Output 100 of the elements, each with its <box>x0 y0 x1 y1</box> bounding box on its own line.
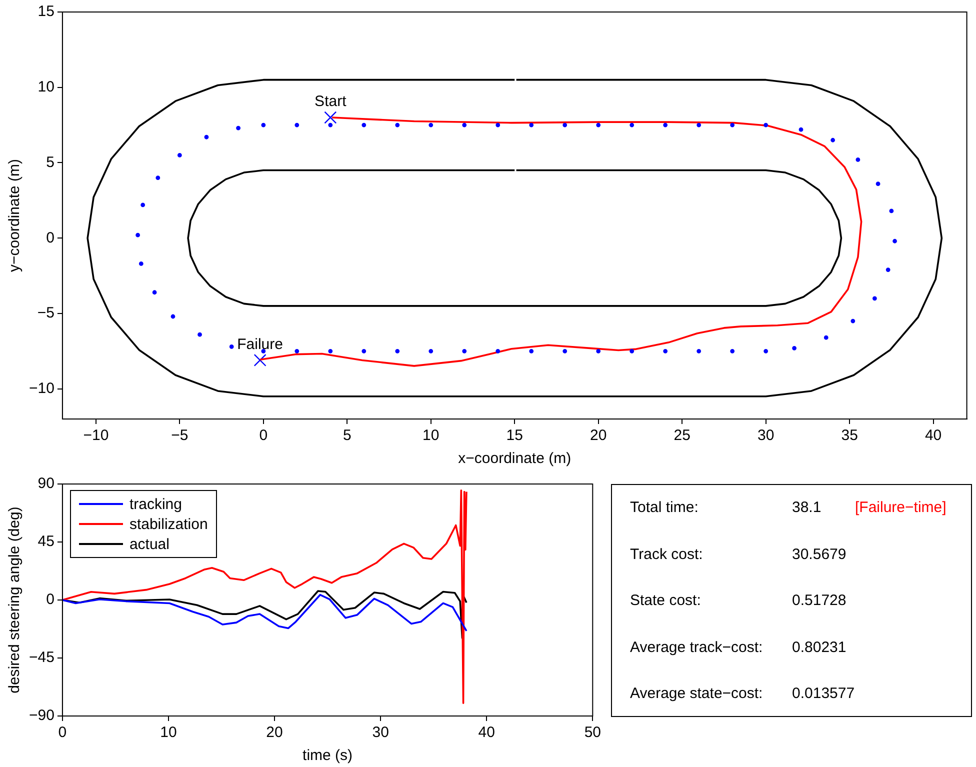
point <box>892 238 897 244</box>
y-axis-title: y−coordinate (m) <box>6 159 24 272</box>
point <box>362 348 366 354</box>
point <box>792 346 796 350</box>
text: State cost: <box>630 592 701 609</box>
x-tick-label: 40 <box>478 724 495 742</box>
x-tick-label: 50 <box>584 724 601 742</box>
point <box>529 348 534 354</box>
x-tick-label: 40 <box>924 427 942 444</box>
point <box>428 348 434 354</box>
point <box>596 348 601 354</box>
x-tick-label: 20 <box>590 427 607 444</box>
x-tick-label: 0 <box>259 427 268 444</box>
x-axis-title: time (s) <box>302 747 353 764</box>
point <box>630 122 634 128</box>
y-tick-label: 10 <box>38 78 54 96</box>
point <box>294 348 300 354</box>
legend-label: actual <box>128 534 170 554</box>
point <box>156 176 160 180</box>
point <box>830 138 836 142</box>
y-tick-label: −90 <box>28 707 54 724</box>
point <box>764 348 768 354</box>
text: Track cost: <box>630 546 703 562</box>
point <box>496 348 500 354</box>
annotation: Failure <box>237 336 283 353</box>
y-tick-label: 0 <box>46 591 54 608</box>
point <box>630 348 634 354</box>
point <box>462 122 467 128</box>
x-tick-label: −5 <box>171 427 188 444</box>
y-axis-title: desired steering angle (deg) <box>6 506 24 694</box>
x-tick-label: 0 <box>58 724 67 742</box>
point <box>696 348 702 354</box>
point <box>328 122 333 128</box>
point <box>395 348 400 354</box>
point <box>198 332 202 337</box>
point <box>229 344 234 349</box>
point <box>140 202 146 208</box>
x-tick-label: 35 <box>841 427 858 444</box>
y-tick-label: 45 <box>38 533 54 550</box>
y-tick-label: −5 <box>37 304 54 322</box>
text: Average state−cost: <box>630 685 763 702</box>
x-tick-label: −10 <box>83 427 109 444</box>
x-tick-label: 5 <box>342 427 352 444</box>
x-tick-label: 10 <box>160 724 177 742</box>
text: 38.1 <box>792 499 822 516</box>
point <box>138 262 144 266</box>
y-tick-label: 90 <box>38 475 54 492</box>
y-tick-label: −45 <box>28 649 54 666</box>
point <box>236 126 240 130</box>
annotation: Start <box>314 93 348 110</box>
x-tick-label: 20 <box>266 724 283 742</box>
x-tick-label: 25 <box>674 427 690 444</box>
point <box>663 348 668 354</box>
point <box>136 232 140 238</box>
point <box>596 122 601 128</box>
x-tick-label: 30 <box>372 724 389 742</box>
point <box>889 208 894 214</box>
point <box>254 354 266 366</box>
point <box>177 153 182 158</box>
point <box>798 127 804 132</box>
x-tick-label: 15 <box>506 427 523 444</box>
point <box>395 122 400 128</box>
x-tick-label: 10 <box>422 427 440 444</box>
point <box>856 158 860 162</box>
text: 0.80231 <box>792 638 846 656</box>
y-tick-label: 15 <box>38 3 54 20</box>
point <box>204 134 209 140</box>
point <box>824 335 828 340</box>
text: [Failure−time] <box>855 499 946 516</box>
point <box>328 348 333 354</box>
point <box>496 122 500 128</box>
point <box>362 122 366 128</box>
point <box>261 122 266 128</box>
y-tick-label: 0 <box>46 229 54 246</box>
point <box>696 122 702 128</box>
point <box>850 318 856 324</box>
point <box>730 122 735 128</box>
y-tick-label: 5 <box>46 154 54 171</box>
point <box>886 268 890 272</box>
point <box>529 122 534 128</box>
point <box>170 314 176 319</box>
x-tick-label: 30 <box>757 427 774 444</box>
point <box>152 290 157 295</box>
legend-label: stabilization <box>128 514 208 534</box>
point <box>562 122 568 128</box>
text: Total time: <box>630 499 698 516</box>
point <box>663 122 668 128</box>
text: 0.51728 <box>792 592 846 609</box>
point <box>730 348 735 354</box>
point <box>876 182 880 186</box>
x-axis-title: x−coordinate (m) <box>458 450 572 468</box>
point <box>294 122 300 128</box>
point <box>462 348 467 354</box>
point <box>764 122 768 128</box>
text: Average track−cost: <box>630 638 763 656</box>
point <box>428 122 434 128</box>
text: 0.013577 <box>792 685 855 702</box>
point <box>872 296 877 301</box>
y-tick-label: −10 <box>28 380 54 397</box>
legend-label: tracking <box>128 494 183 514</box>
